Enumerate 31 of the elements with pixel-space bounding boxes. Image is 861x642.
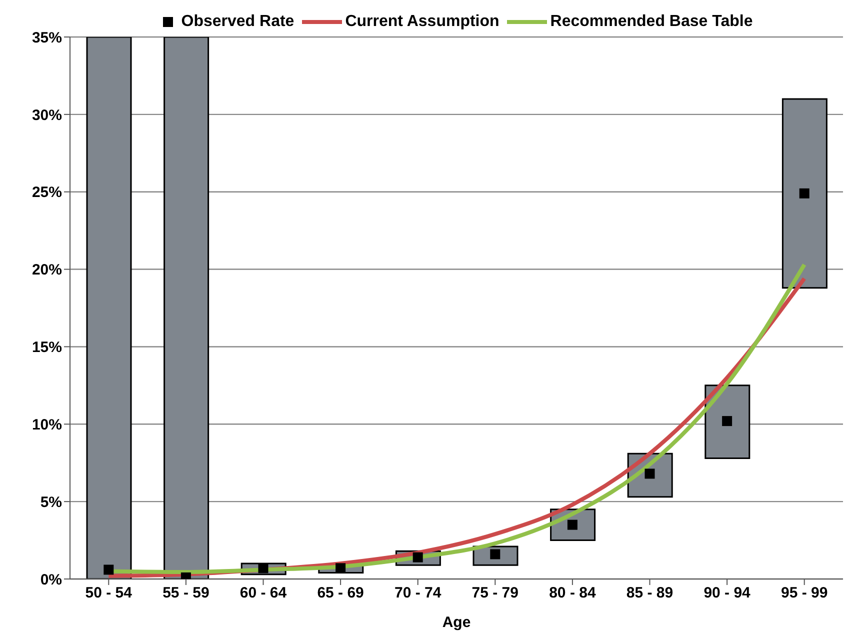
x-tick-label: 75 - 79 — [472, 584, 518, 602]
y-tick-label: 10% — [32, 416, 62, 434]
x-tick-label: 65 - 69 — [317, 584, 364, 602]
x-axis-title: Age — [442, 614, 471, 631]
x-tick-label: 70 - 74 — [394, 584, 442, 602]
y-tick-label: 5% — [40, 494, 62, 511]
point — [336, 563, 346, 574]
x-tick-label: 90 - 94 — [704, 584, 752, 602]
y-tick-label: 15% — [32, 339, 62, 356]
x-tick-label: 60 - 64 — [240, 584, 288, 602]
point — [644, 468, 655, 479]
x-tick-label: 50 - 54 — [85, 584, 133, 602]
x-tick-label: 80 - 84 — [549, 584, 596, 602]
y-tick-label: 20% — [32, 262, 62, 279]
x-tick-label: 55 - 59 — [162, 584, 210, 602]
y-tick-label: 25% — [32, 184, 62, 202]
legend-label: Current Assumption — [344, 13, 500, 31]
point — [799, 188, 810, 198]
point — [412, 552, 423, 562]
x-tick-label: 95 - 99 — [781, 584, 828, 602]
y-tick-label: 35% — [32, 29, 62, 46]
point — [258, 563, 268, 574]
point — [567, 520, 578, 530]
y-tick-label: 0% — [40, 571, 62, 588]
point — [104, 564, 114, 575]
y-tick-label: 30% — [32, 106, 62, 124]
legend-label: Observed Rate — [180, 13, 294, 31]
legend-label: Recommended Base Table — [549, 13, 753, 31]
point — [722, 416, 732, 426]
x-tick-label: 85 - 89 — [626, 584, 674, 602]
point — [490, 549, 500, 560]
